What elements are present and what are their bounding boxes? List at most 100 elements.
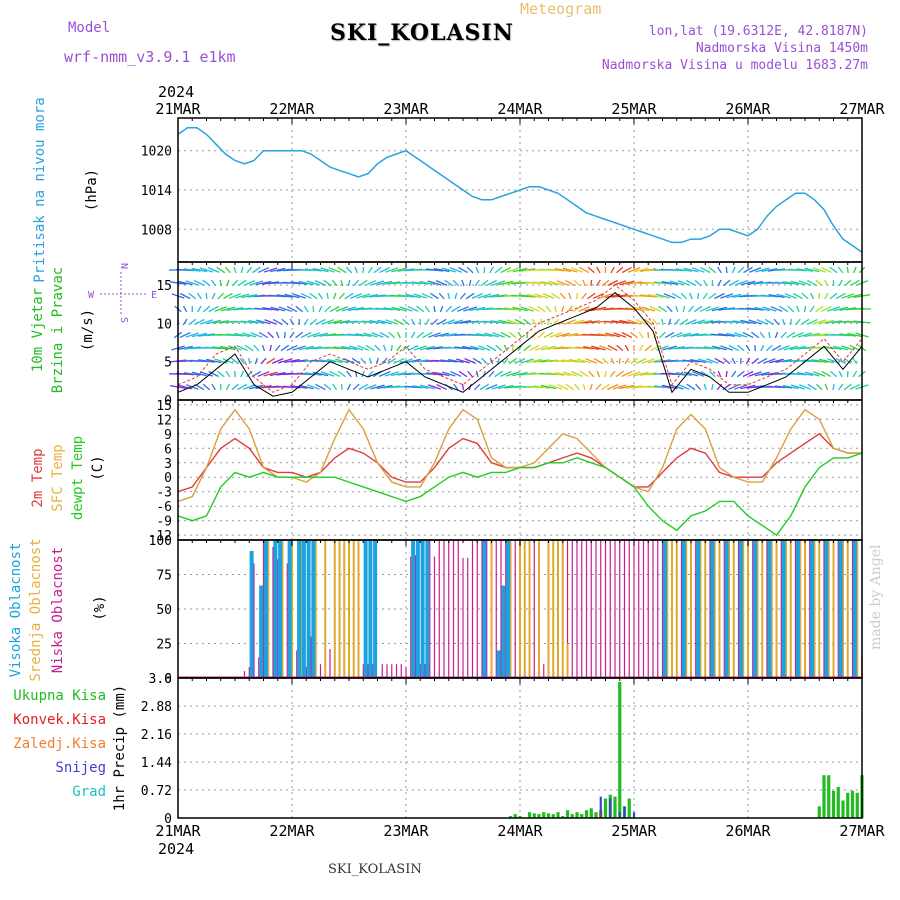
wind-barb	[563, 319, 576, 325]
wind-barb	[686, 383, 696, 391]
wind-barb	[281, 318, 289, 326]
y-tick-label: 0	[164, 812, 172, 827]
wind-barb	[263, 267, 278, 273]
precip-bar-total	[527, 812, 532, 818]
wind-barb	[829, 370, 838, 378]
wind-barb	[561, 305, 565, 313]
cloud-bar-low	[514, 540, 516, 678]
wind-barb	[647, 358, 663, 364]
wind-barb	[703, 383, 707, 391]
cloud-bar-low	[505, 540, 507, 678]
wind-barb	[405, 293, 421, 299]
cloud-bar-high	[506, 540, 511, 678]
cloud-bar-mid	[509, 540, 512, 678]
wind-barb	[786, 331, 796, 339]
wind-barb	[197, 305, 202, 313]
wind-barb	[743, 266, 753, 274]
wind-barb	[254, 357, 259, 365]
cloud-mid-label: Srednja Oblacnost	[28, 538, 44, 681]
wind-barb	[433, 371, 450, 377]
wind-barb	[589, 383, 593, 391]
wind-barb	[182, 318, 188, 326]
wind-barb	[844, 279, 852, 287]
wind-barb	[453, 383, 459, 391]
wind-barb	[427, 384, 442, 390]
wind-barb	[526, 358, 542, 364]
y-tick-label: 3	[164, 457, 172, 472]
cloud-bar-mid	[813, 540, 816, 678]
cloud-bar-high	[420, 540, 425, 678]
wind-barb	[199, 267, 214, 273]
wind-barb	[722, 279, 731, 287]
wind-barb	[647, 331, 650, 339]
wind-barb	[438, 292, 445, 300]
wind-barb	[577, 358, 592, 364]
wind-barb	[427, 280, 442, 286]
y-tick-label: 0.72	[141, 784, 172, 799]
cloud-bar-mid	[552, 540, 555, 678]
wind-barb	[835, 292, 846, 300]
wind-barb	[331, 279, 338, 287]
cloud-bar-low	[329, 649, 331, 678]
cloud-bar-low	[709, 540, 711, 678]
precip-bar-total	[817, 806, 821, 818]
wind-barb	[235, 293, 250, 299]
cloud-bar-low	[737, 540, 740, 678]
y-tick-label: 1008	[141, 223, 172, 238]
wind-barb	[691, 319, 706, 325]
cloud-bar-mid	[528, 540, 531, 678]
wind-barb	[411, 281, 429, 285]
wind-barb	[675, 268, 693, 272]
wind-barb	[200, 371, 213, 377]
wind-barb	[508, 357, 517, 365]
precip-bar-total	[584, 810, 589, 818]
wind-barb	[479, 383, 490, 391]
model-altitude-label: Nadmorska Visina u modelu 1683.27m	[601, 58, 868, 73]
cloud-bar-mid	[300, 540, 303, 678]
cloud-bar-mid	[842, 540, 844, 678]
precip-bar-total	[841, 800, 845, 818]
cloud-bar-low	[595, 540, 597, 678]
wind-barb	[317, 292, 324, 300]
cloud-bar-high	[301, 540, 306, 678]
wind-barb	[270, 306, 286, 312]
wind-barb	[481, 357, 488, 365]
wind-barb	[314, 280, 327, 286]
wind-barb	[323, 383, 332, 391]
wind-barb	[714, 357, 725, 365]
wind-barb	[183, 372, 201, 376]
cloud-bar-low	[414, 555, 417, 678]
wind-barb	[222, 357, 234, 365]
wind-barb	[775, 359, 792, 363]
cloud-bar-high	[368, 540, 373, 678]
wind-barb	[361, 370, 365, 378]
cloud-bar-low	[500, 540, 502, 678]
wind-barb	[579, 266, 590, 274]
wind-barb	[328, 267, 341, 273]
cloud-bar-low	[476, 540, 478, 678]
wind-barb	[463, 306, 478, 312]
wind-barb	[833, 345, 849, 351]
wind-barb	[801, 292, 809, 300]
cloud-bar-low	[638, 540, 640, 678]
cloud-bar-high	[311, 540, 316, 678]
wind-barb	[849, 383, 861, 391]
wind-barb	[345, 266, 353, 274]
wind-barb	[358, 383, 369, 391]
wind-barb	[630, 331, 638, 339]
year-label-bottom: 2024	[158, 840, 194, 858]
wind-barb	[411, 385, 429, 389]
panel-frame	[177, 399, 863, 541]
wind-barb	[731, 266, 736, 274]
wind-barb	[682, 359, 700, 363]
compass-w: W	[88, 290, 95, 301]
cloud-bar-low	[661, 540, 664, 678]
cloud-bar-high	[278, 540, 283, 678]
wind-barb	[474, 279, 480, 287]
wind-barb	[587, 266, 595, 274]
wind-barb	[649, 306, 662, 312]
wind-barb	[211, 383, 216, 391]
wind-barb	[518, 294, 536, 298]
wind-barb	[540, 280, 557, 286]
wind-barb	[853, 266, 857, 274]
